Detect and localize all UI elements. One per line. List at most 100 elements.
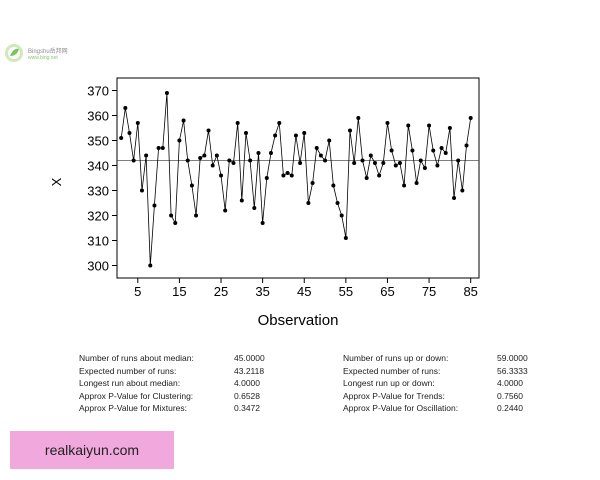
data-point bbox=[202, 153, 207, 158]
data-point bbox=[439, 146, 444, 150]
data-point bbox=[335, 201, 340, 205]
data-point bbox=[393, 163, 398, 168]
data-point bbox=[456, 158, 461, 163]
data-point bbox=[189, 183, 194, 188]
stat-value: 4.0000 bbox=[234, 378, 260, 388]
data-point bbox=[318, 153, 323, 158]
data-point bbox=[293, 133, 298, 138]
site-logo: Bingshu岳邦网 www.bing.net bbox=[4, 42, 74, 68]
data-point bbox=[323, 158, 328, 163]
y-tick-label: 370 bbox=[87, 84, 109, 99]
series-line bbox=[120, 92, 472, 266]
data-point bbox=[443, 151, 448, 155]
data-point bbox=[431, 148, 436, 153]
y-axis: 300 310 320 330 340 350 360 370 bbox=[87, 84, 117, 274]
watermark-banner: realkaiyun.com bbox=[10, 431, 174, 469]
data-point bbox=[410, 148, 415, 153]
data-point bbox=[181, 118, 186, 123]
y-axis-label: X bbox=[49, 177, 64, 186]
data-point bbox=[435, 163, 440, 168]
data-point bbox=[198, 156, 203, 160]
stat-label: Longest run about median: bbox=[79, 378, 181, 388]
data-point bbox=[468, 116, 473, 120]
data-point bbox=[160, 146, 165, 150]
data-point bbox=[402, 183, 407, 188]
data-point bbox=[414, 181, 419, 185]
data-point bbox=[260, 221, 265, 225]
data-point bbox=[377, 173, 382, 178]
y-tick-label: 350 bbox=[87, 134, 109, 149]
data-point bbox=[273, 133, 278, 138]
x-axis: 5 15 25 35 45 55 65 75 85 bbox=[134, 278, 478, 299]
data-point bbox=[148, 263, 153, 268]
data-point bbox=[360, 158, 365, 163]
data-point bbox=[348, 128, 353, 133]
data-point bbox=[352, 161, 357, 165]
data-point bbox=[427, 123, 432, 128]
y-tick-label: 320 bbox=[87, 209, 109, 224]
data-point bbox=[206, 128, 211, 133]
data-point bbox=[248, 158, 253, 163]
data-point bbox=[389, 148, 394, 153]
data-point bbox=[219, 173, 224, 178]
data-point bbox=[127, 131, 132, 135]
data-point bbox=[302, 131, 307, 135]
data-point bbox=[385, 121, 390, 125]
data-point bbox=[256, 151, 261, 155]
data-point bbox=[177, 138, 182, 143]
data-point bbox=[298, 161, 303, 165]
data-point bbox=[343, 236, 348, 240]
data-point bbox=[314, 146, 319, 150]
data-point bbox=[156, 146, 161, 150]
data-point bbox=[418, 158, 423, 163]
data-point bbox=[460, 188, 465, 193]
stat-label: Expected number of runs: bbox=[343, 365, 441, 376]
run-chart: 300 310 320 330 340 350 360 370 5 15 25 35 45 55 65 75… bbox=[49, 77, 480, 329]
stat-value: 56.3333 bbox=[497, 365, 528, 376]
stat-label: Expected number of runs: bbox=[79, 365, 177, 376]
data-point bbox=[243, 131, 248, 135]
data-point bbox=[285, 171, 290, 175]
data-point bbox=[169, 213, 174, 218]
data-point bbox=[135, 121, 140, 125]
data-point bbox=[194, 213, 199, 218]
data-point bbox=[214, 153, 219, 158]
stat-label: Approx P-Value for Trends: bbox=[343, 390, 445, 401]
data-point bbox=[185, 158, 190, 163]
data-point bbox=[131, 158, 136, 163]
stat-label: Approx P-Value for Clustering: bbox=[79, 390, 194, 401]
data-point bbox=[281, 173, 286, 178]
data-point bbox=[306, 201, 311, 205]
y-tick-label: 360 bbox=[87, 109, 109, 124]
plot-frame bbox=[116, 77, 480, 279]
stat-label: Number of runs up or down: bbox=[343, 353, 449, 363]
data-point bbox=[277, 121, 282, 125]
stat-value: 0.6528 bbox=[234, 390, 260, 401]
data-point bbox=[264, 176, 269, 180]
y-tick-label: 330 bbox=[87, 184, 109, 199]
stat-value: 43.2118 bbox=[234, 365, 265, 376]
data-point bbox=[356, 116, 361, 120]
data-point bbox=[339, 213, 344, 218]
logo-url: www.bing.net bbox=[28, 55, 58, 61]
stat-value: 0.2440 bbox=[497, 403, 523, 413]
stat-value: 59.0000 bbox=[497, 353, 528, 363]
data-point bbox=[223, 208, 228, 213]
stat-label: Approx P-Value for Mixtures: bbox=[79, 403, 188, 413]
x-axis-label: Observation bbox=[258, 312, 339, 329]
y-tick-label: 310 bbox=[87, 234, 109, 249]
data-point bbox=[397, 161, 402, 165]
data-point bbox=[239, 198, 244, 203]
data-point bbox=[464, 143, 469, 148]
x-tick-label: 15 bbox=[172, 284, 186, 299]
data-point bbox=[372, 161, 377, 165]
data-point bbox=[123, 106, 128, 110]
stat-label: Approx P-Value for Oscillation: bbox=[343, 403, 459, 413]
stat-label: Longest run up or down: bbox=[343, 378, 435, 388]
x-tick-label: 5 bbox=[134, 284, 141, 299]
data-point bbox=[268, 151, 273, 155]
data-point bbox=[173, 221, 178, 225]
x-tick-label: 35 bbox=[255, 284, 269, 299]
data-point bbox=[368, 153, 373, 158]
x-tick-label: 85 bbox=[463, 284, 477, 299]
